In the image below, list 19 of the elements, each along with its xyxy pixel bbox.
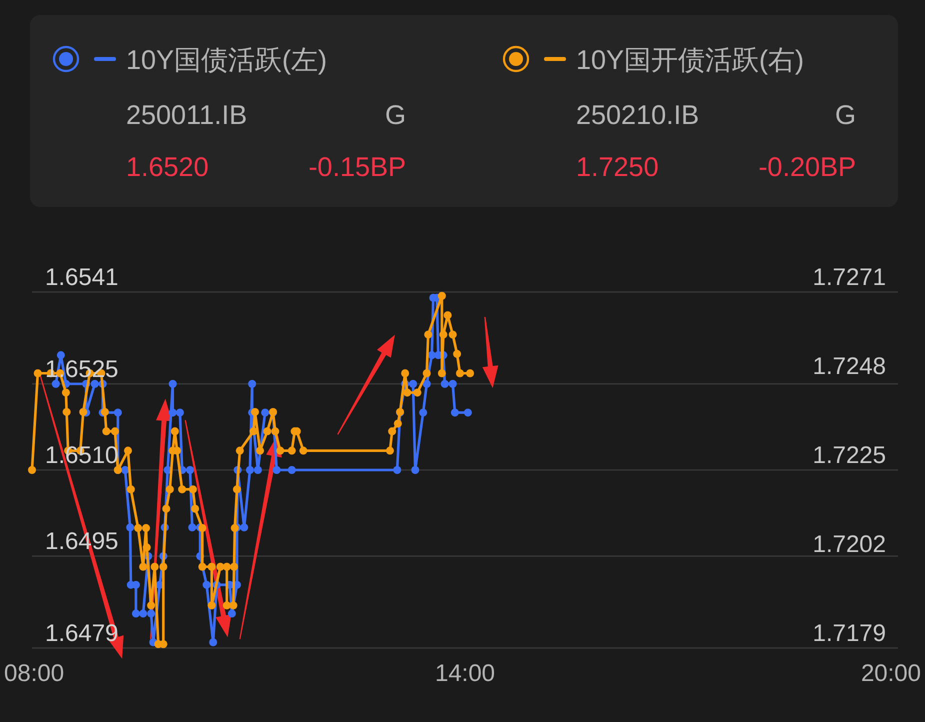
y2-tick-label: 1.7225 [812, 442, 886, 469]
text: -0.15BP [308, 152, 406, 182]
y2-tick-label: 1.7179 [812, 620, 886, 647]
text: -0.20BP [758, 152, 856, 182]
text: 250210.IB [576, 100, 700, 130]
text: 250011.IB [126, 100, 248, 130]
y2-tick-label: 1.7271 [812, 264, 886, 291]
text: 1.6520 [126, 152, 209, 182]
text: 1.7250 [576, 152, 659, 182]
x-tick-label: 14:00 [434, 660, 496, 687]
legend-label: 10Y国债活跃(左) [126, 45, 328, 75]
y-tick-label: 1.6541 [45, 264, 118, 291]
x-tick-label: 20:00 [860, 660, 921, 687]
y2-tick-label: 1.7248 [812, 353, 886, 380]
text: G [384, 100, 406, 130]
legend-label: 10Y国开债活跃(右) [576, 45, 804, 75]
y2-tick-label: 1.7202 [812, 531, 886, 558]
text: G [834, 100, 856, 130]
x-tick-label: 08:00 [4, 660, 64, 687]
